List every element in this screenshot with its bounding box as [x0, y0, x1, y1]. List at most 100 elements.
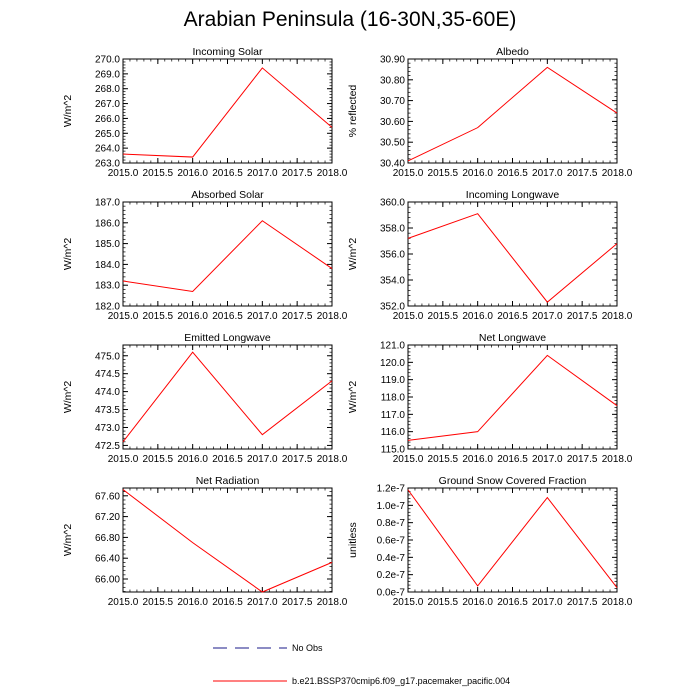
y-tick-label: 474.5: [95, 369, 120, 380]
x-tick-label: 2016.0: [462, 597, 493, 608]
x-tick-label: 2015.0: [108, 454, 139, 465]
y-tick-label: 268.0: [95, 84, 120, 95]
x-tick-label: 2018.0: [317, 168, 348, 179]
y-tick-label: 360.0: [380, 198, 405, 209]
y-axis-label: W/m^2: [347, 238, 359, 271]
panel-title: Albedo: [496, 46, 529, 58]
y-axis-label: unitless: [347, 522, 359, 558]
y-tick-label: 187.0: [95, 198, 120, 209]
y-tick-label: 473.0: [95, 423, 120, 434]
x-tick-label: 2016.5: [212, 311, 243, 322]
x-tick-label: 2018.0: [317, 311, 348, 322]
panel-title: Incoming Longwave: [466, 189, 560, 201]
y-tick-label: 120.0: [380, 358, 405, 369]
y-tick-label: 1.2e-7: [377, 484, 406, 495]
x-tick-label: 2016.0: [177, 597, 208, 608]
x-tick-label: 2015.5: [428, 597, 459, 608]
y-tick-label: 30.70: [380, 96, 405, 107]
y-tick-label: 1.0e-7: [377, 501, 406, 512]
x-tick-label: 2016.0: [177, 454, 208, 465]
x-tick-label: 2017.0: [532, 311, 563, 322]
x-tick-label: 2017.0: [532, 454, 563, 465]
x-tick-label: 2016.0: [177, 168, 208, 179]
x-tick-label: 2016.0: [462, 168, 493, 179]
panel-title: Net Radiation: [196, 475, 260, 487]
panel-6: Net Longwave 2015.0 2015.5 2016.0 2016.5 2017…: [347, 332, 633, 465]
x-tick-label: 2015.5: [428, 454, 459, 465]
x-tick-label: 2015.0: [108, 597, 139, 608]
y-tick-label: 67.60: [95, 491, 120, 502]
plot-frame: [407, 201, 618, 307]
y-tick-label: 30.60: [380, 117, 405, 128]
panel-title: Emitted Longwave: [184, 332, 271, 344]
y-tick-label: 0.8e-7: [377, 518, 406, 529]
x-tick-label: 2017.5: [567, 168, 598, 179]
y-axis-label: W/m^2: [62, 524, 74, 557]
x-tick-label: 2016.5: [497, 454, 528, 465]
x-tick-label: 2017.5: [567, 597, 598, 608]
x-tick-label: 2018.0: [602, 597, 633, 608]
y-tick-label: 265.0: [95, 129, 120, 140]
y-tick-label: 354.0: [380, 276, 405, 287]
y-tick-label: 352.0: [380, 302, 405, 313]
x-tick-label: 2015.0: [108, 168, 139, 179]
y-tick-label: 30.80: [380, 75, 405, 86]
y-tick-label: 263.0: [95, 159, 120, 170]
y-tick-label: 66.00: [95, 575, 120, 586]
y-tick-label: 185.0: [95, 239, 120, 250]
x-tick-label: 2017.0: [247, 311, 278, 322]
x-tick-label: 2017.5: [282, 454, 313, 465]
x-tick-label: 2015.0: [393, 597, 424, 608]
x-tick-label: 2017.0: [247, 454, 278, 465]
x-tick-label: 2018.0: [317, 454, 348, 465]
y-tick-label: 356.0: [380, 250, 405, 261]
x-tick-label: 2018.0: [317, 597, 348, 608]
y-tick-label: 115.0: [381, 445, 406, 456]
panel-1: Incoming Solar 2015.0 2015.5 2016.0 2016.5 20…: [62, 46, 348, 179]
x-tick-label: 2015.5: [143, 168, 174, 179]
y-tick-label: 0.4e-7: [377, 553, 406, 564]
y-tick-label: 267.0: [95, 99, 120, 110]
x-tick-label: 2017.5: [282, 168, 313, 179]
x-tick-label: 2017.5: [567, 311, 598, 322]
x-tick-label: 2017.0: [247, 597, 278, 608]
y-tick-label: 264.0: [95, 144, 120, 155]
plot-frame: [122, 344, 333, 450]
y-tick-label: 0.6e-7: [377, 536, 406, 547]
x-tick-label: 2015.5: [428, 168, 459, 179]
y-tick-label: 30.50: [380, 138, 405, 149]
series-line: [122, 351, 333, 443]
x-tick-label: 2015.5: [143, 311, 174, 322]
y-tick-label: 270.0: [95, 55, 120, 66]
x-tick-label: 2017.5: [282, 311, 313, 322]
series-line: [407, 66, 618, 162]
x-tick-label: 2016.5: [212, 168, 243, 179]
panel-title: Ground Snow Covered Fraction: [439, 475, 587, 487]
series-line: [122, 220, 333, 292]
y-tick-label: 30.40: [380, 159, 405, 170]
x-tick-label: 2016.5: [497, 168, 528, 179]
x-tick-label: 2016.0: [462, 311, 493, 322]
y-axis-label: % reflected: [347, 85, 359, 138]
x-tick-label: 2017.0: [532, 597, 563, 608]
y-tick-label: 118.0: [381, 393, 406, 404]
x-tick-label: 2015.0: [393, 454, 424, 465]
x-tick-label: 2015.5: [428, 311, 459, 322]
y-tick-label: 117.0: [381, 410, 406, 421]
x-tick-label: 2017.5: [282, 597, 313, 608]
y-axis-label: W/m^2: [62, 381, 74, 414]
series-line: [407, 354, 618, 441]
panel-3: Absorbed Solar 2015.0 2015.5 2016.0 2016.5 20…: [62, 189, 348, 322]
page-title: Arabian Peninsula (16-30N,35-60E): [183, 8, 517, 31]
y-axis-label: W/m^2: [347, 381, 359, 414]
y-tick-label: 119.0: [381, 375, 406, 386]
x-tick-label: 2017.5: [567, 454, 598, 465]
x-tick-label: 2017.0: [532, 168, 563, 179]
x-tick-label: 2015.0: [393, 311, 424, 322]
plot-frame: [122, 201, 333, 307]
x-tick-label: 2016.5: [497, 311, 528, 322]
plot-frame: [407, 58, 618, 164]
y-tick-label: 121.0: [380, 341, 405, 352]
y-tick-label: 66.40: [95, 554, 120, 565]
